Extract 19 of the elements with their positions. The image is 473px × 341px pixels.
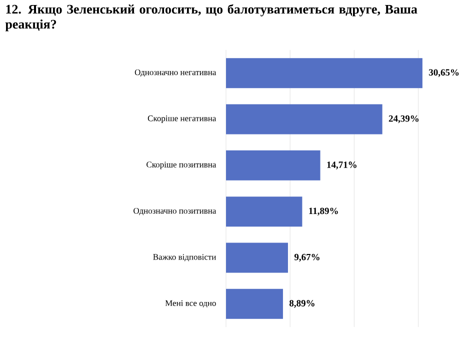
- bar: [226, 58, 422, 88]
- bar: [226, 196, 302, 227]
- y-tick-label: Скоріше негативна: [148, 116, 216, 123]
- data-label: 14,71%: [327, 162, 356, 170]
- data-label: 8,89%: [289, 300, 314, 308]
- data-label: 24,39%: [388, 115, 418, 124]
- y-tick-label: Однозначно негативна: [134, 69, 216, 77]
- y-tick-label: Мені все одно: [165, 300, 216, 308]
- y-tick-label: Однозначно позитивна: [134, 208, 216, 216]
- y-tick-label: Важко відповісти: [153, 254, 216, 262]
- data-label: 11,89%: [309, 208, 338, 216]
- chart-title: 12. Якщо Зеленський оголосить, що балотуватиметься вдруге, Ваша реакція?: [5, 4, 418, 32]
- y-tick-label: Скоріше позитивна: [146, 162, 216, 170]
- data-label: 30,65%: [428, 69, 459, 77]
- data-label: 9,67%: [294, 254, 320, 262]
- bar: [226, 104, 382, 134]
- bar: [226, 242, 288, 273]
- bar: [226, 288, 283, 319]
- bar: [226, 150, 320, 180]
